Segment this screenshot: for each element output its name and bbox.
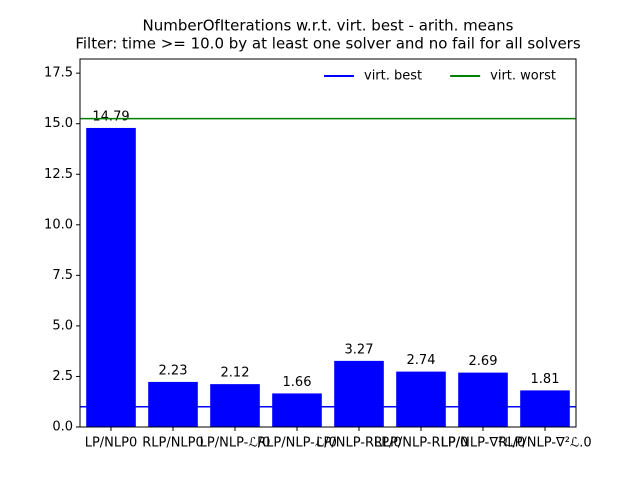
x-tick-label: RLP/NLP0 — [142, 436, 204, 451]
y-tick-label: 10.0 — [44, 217, 73, 232]
chart-subtitle: Filter: time >= 10.0 by at least one sol… — [75, 35, 581, 53]
plot-frame — [79, 58, 577, 428]
bar — [148, 381, 198, 427]
value-label: 2.74 — [407, 353, 436, 368]
x-tick-label: RLP/NLP-∇²ℒ.0 — [498, 436, 591, 451]
bar — [210, 384, 260, 427]
legend-label: virt. best — [364, 69, 422, 84]
y-tick-label: 5.0 — [52, 318, 73, 333]
bar — [458, 372, 508, 427]
x-tick-label: LP/NLP0 — [85, 436, 138, 451]
x-tick-label: LP/NLP-RLP/0 — [316, 436, 401, 451]
y-tick-label: 17.5 — [44, 66, 73, 81]
x-tick-label: RLP/NLP-ℒ/0 — [257, 436, 337, 451]
y-tick-label: 7.5 — [52, 268, 73, 283]
bar — [520, 390, 570, 427]
value-label: 14.79 — [92, 109, 129, 124]
bar — [396, 371, 446, 427]
chart-title: NumberOfIterations w.r.t. virt. best - a… — [142, 17, 513, 35]
legend-label: virt. worst — [490, 69, 556, 84]
x-tick-label: RLP/NLP-RLP/0 — [374, 436, 468, 451]
value-label: 3.27 — [345, 342, 374, 357]
bar — [86, 127, 136, 427]
y-tick-label: 12.5 — [44, 167, 73, 182]
value-label: 2.23 — [159, 363, 188, 378]
y-tick-label: 2.5 — [52, 369, 73, 384]
value-label: 2.69 — [469, 354, 498, 369]
value-label: 1.81 — [531, 372, 560, 387]
x-tick-label: LP/NLP-∇²ℒ/0 — [441, 436, 526, 451]
value-label: 1.66 — [283, 375, 312, 390]
y-tick-label: 15.0 — [44, 116, 73, 131]
bar — [334, 360, 384, 427]
bar — [272, 393, 322, 427]
x-tick-label: LP/NLP-ℒ/0 — [200, 436, 271, 451]
value-label: 2.12 — [221, 366, 250, 381]
y-tick-label: 0.0 — [52, 420, 73, 435]
